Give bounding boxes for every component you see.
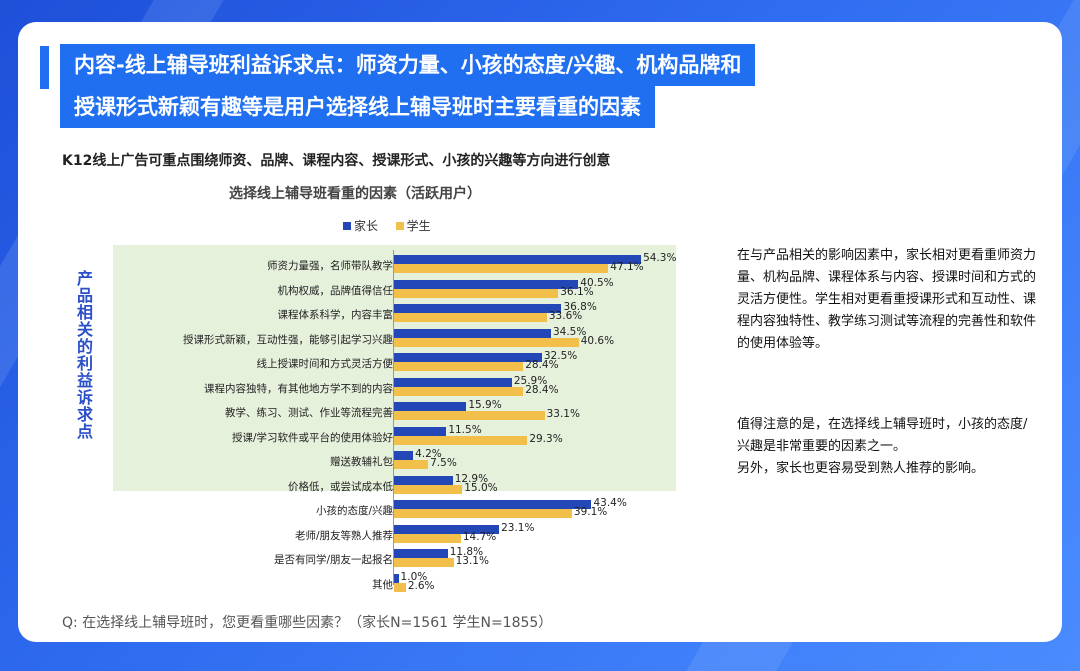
title-line-2: 授课形式新颖有趣等是用户选择线上辅导班时主要看重的因素	[60, 86, 655, 128]
chart-axis	[393, 250, 394, 585]
value-label-parent: 25.9%	[513, 374, 548, 387]
value-label-student: 13.1%	[455, 555, 489, 567]
title-accent-bar	[40, 46, 49, 89]
legend-label-student: 学生	[406, 219, 431, 233]
value-label-parent: 11.8%	[449, 546, 484, 558]
bar-parent	[394, 328, 551, 338]
value-label-parent: 40.5%	[580, 276, 614, 289]
bar-student	[394, 435, 528, 445]
category-label: 价格低，或尝试成本低	[288, 480, 393, 493]
notes-para-1: 在与产品相关的影响因素中，家长相对更看重师资力量、机构品牌、课程体系与内容、授课…	[737, 248, 1037, 351]
bar-parent	[394, 304, 562, 313]
value-label-parent: 23.1%	[501, 521, 535, 534]
category-label: 课程内容独特，有其他地方学不到的内容	[204, 382, 393, 395]
value-label-student: 29.3%	[529, 432, 563, 445]
bar-student	[394, 533, 461, 543]
bar-student	[394, 582, 406, 592]
legend-swatch-student	[395, 221, 404, 230]
value-label-student: 33.1%	[546, 408, 580, 420]
category-label: 授课形式新颖，互动性强，能够引起学习兴趣	[183, 333, 393, 346]
bar-student	[394, 362, 524, 371]
subtitle: K12线上广告可重点围绕师资、品牌、课程内容、授课形式、小孩的兴趣等方向进行创意	[62, 153, 611, 169]
category-label: 其他	[372, 578, 393, 591]
value-label-student: 14.7%	[462, 530, 497, 543]
bar-student	[394, 337, 579, 347]
value-label-student: 2.6%	[407, 579, 435, 592]
category-label: 课程体系科学，内容丰富	[277, 309, 394, 321]
value-label-student: 36.1%	[560, 285, 594, 298]
value-label-parent: 12.9%	[454, 472, 489, 485]
category-label: 师资力量强，名师带队教学	[267, 260, 393, 272]
bar-student	[394, 288, 559, 298]
bar-parent	[394, 524, 500, 534]
bar-parent	[394, 255, 642, 264]
value-label-parent: 1.0%	[400, 570, 428, 583]
bar-parent	[394, 377, 512, 387]
side-label: 产品相关的利益诉求点	[74, 270, 93, 440]
category-label: 小孩的态度/兴趣	[315, 505, 393, 517]
notes-para-3: 另外，家长也更容易受到熟人推荐的影响。	[737, 461, 985, 476]
bar-parent	[394, 475, 453, 485]
value-label-parent: 34.5%	[552, 325, 587, 338]
value-label-student: 39.1%	[573, 506, 608, 518]
bar-parent	[394, 426, 447, 436]
value-label-student: 15.0%	[464, 481, 498, 494]
category-label: 授课/学习软件或平台的使用体验好	[231, 431, 393, 444]
bar-parent	[394, 279, 579, 289]
value-label-student: 28.4%	[525, 383, 559, 396]
bar-parent	[394, 353, 542, 362]
bar-student	[394, 558, 454, 567]
bar-parent	[394, 500, 592, 509]
value-label-parent: 32.5%	[543, 350, 578, 362]
bar-student	[394, 509, 572, 518]
category-label: 赠送教辅礼包	[330, 456, 393, 468]
bar-student	[394, 460, 429, 469]
survey-question: Q: 在选择线上辅导班时，您更看重哪些因素？（家长N=1561 学生N=1855…	[62, 615, 553, 631]
category-label: 是否有同学/朋友一起报名	[273, 554, 393, 566]
value-label-student: 7.5%	[430, 457, 457, 469]
bar-parent	[394, 451, 414, 460]
value-label-parent: 11.5%	[448, 423, 482, 436]
bar-parent	[394, 549, 448, 558]
bar-student	[394, 411, 545, 420]
category-label: 机构权威，品牌值得信任	[277, 284, 394, 297]
bar-parent	[394, 402, 467, 411]
value-label-student: 33.6%	[548, 310, 583, 322]
title-line-1: 内容-线上辅导班利益诉求点：师资力量、小孩的态度/兴趣、机构品牌和	[60, 44, 756, 86]
category-label: 老师/朋友等熟人推荐	[294, 529, 393, 542]
value-label-parent: 36.8%	[563, 301, 597, 313]
value-label-student: 47.1%	[610, 261, 644, 273]
chart-title: 选择线上辅导班看重的因素（活跃用户）	[229, 186, 481, 202]
category-label: 教学、练习、测试、作业等流程完善	[225, 407, 393, 419]
bar-student	[394, 264, 609, 273]
value-label-student: 40.6%	[580, 334, 615, 347]
legend-swatch-parent	[343, 221, 351, 230]
category-label: 线上授课时间和方式灵活方便	[256, 358, 394, 370]
bar-student	[394, 484, 463, 494]
value-label-student: 28.4%	[525, 359, 559, 371]
notes-para-2: 值得注意的是，在选择线上辅导班时，小孩的态度/兴趣是非常重要的因素之一。	[737, 417, 1028, 454]
bar-student	[394, 386, 524, 396]
page-title: 内容-线上辅导班利益诉求点：师资力量、小孩的态度/兴趣、机构品牌和 授课形式新颖…	[40, 44, 756, 128]
value-label-parent: 4.2%	[415, 448, 442, 460]
value-label-parent: 15.9%	[468, 399, 502, 411]
value-label-parent: 54.3%	[643, 252, 677, 264]
bar-parent	[394, 573, 399, 583]
value-label-parent: 43.4%	[593, 497, 627, 509]
bar-student	[394, 313, 547, 322]
chart-legend: 家长 学生	[343, 217, 431, 234]
legend-label-parent: 家长	[354, 219, 379, 233]
